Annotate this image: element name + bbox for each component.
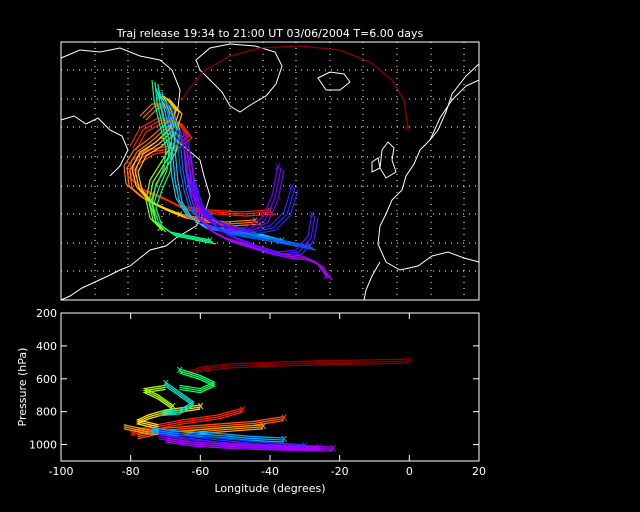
x-axis: -100 -80 -60 -40 -20 0 20 xyxy=(49,313,486,478)
series-line xyxy=(158,383,195,415)
land-scandinavia xyxy=(429,79,480,141)
y-tick-label: 600 xyxy=(36,373,57,386)
map-trajectory xyxy=(189,179,313,253)
series-line xyxy=(151,429,284,441)
land-iceland xyxy=(317,71,351,91)
map-release-x: x xyxy=(157,223,163,234)
land-north-america xyxy=(60,47,211,301)
x-tick-label: -100 xyxy=(49,465,74,478)
series-line xyxy=(142,388,173,410)
x-axis-label: Longitude (degrees) xyxy=(214,482,325,495)
series-release-marker: x xyxy=(169,399,176,412)
figure-title: Traj release 19:34 to 21:00 UT 03/06/200… xyxy=(116,27,424,40)
series-release-marker: x xyxy=(281,411,288,424)
pressure-frame xyxy=(60,312,480,462)
y-tick-label: 400 xyxy=(36,340,57,353)
series-line xyxy=(165,439,333,450)
map-release-x: x xyxy=(275,161,281,172)
map-release-x: x xyxy=(323,271,329,282)
map-release-x: x xyxy=(289,181,295,192)
land-europe xyxy=(377,63,480,271)
map-release-x: x xyxy=(309,209,315,220)
series-line xyxy=(186,360,410,375)
map-release-x: x xyxy=(177,209,183,220)
series-line xyxy=(165,441,333,452)
map-trajectory xyxy=(184,139,296,233)
series-release-marker: x xyxy=(260,419,267,432)
map-frame xyxy=(60,41,480,301)
land-ireland xyxy=(371,157,381,173)
y-axis-label: Pressure (hPa) xyxy=(16,348,29,427)
series-release-marker: x xyxy=(163,376,170,389)
series-release-marker: x xyxy=(406,353,413,366)
y-tick-label: 1000 xyxy=(29,439,57,452)
x-tick-label: -80 xyxy=(122,465,140,478)
map-trajectory xyxy=(192,181,316,255)
y-axis: 200 400 600 800 1000 xyxy=(29,307,479,452)
series-line xyxy=(158,434,319,447)
x-tick-label: -20 xyxy=(331,465,349,478)
map-release-x: x xyxy=(252,215,258,226)
series-line xyxy=(186,358,410,373)
map-trajectory xyxy=(195,183,319,257)
series-release-marker: x xyxy=(197,399,204,412)
series-line xyxy=(186,362,410,377)
series-release-marker: x xyxy=(281,432,288,445)
x-tick-label: 0 xyxy=(406,465,413,478)
land-outlines xyxy=(60,43,480,301)
series-line xyxy=(179,368,216,390)
series-line xyxy=(158,381,195,413)
x-tick-label: 20 xyxy=(472,465,486,478)
map-trajectory xyxy=(149,79,211,241)
series-line xyxy=(179,372,216,394)
series-release-marker: x xyxy=(176,363,183,376)
x-tick-label: -60 xyxy=(191,465,209,478)
map-gridlines xyxy=(61,42,479,300)
map-release-x: x xyxy=(307,241,313,252)
map-trajectory-upper xyxy=(181,45,409,129)
map-release-marker: x xyxy=(404,121,411,134)
series-line xyxy=(179,370,216,392)
map-trajectory xyxy=(137,99,187,219)
map-release-x: x xyxy=(267,205,273,216)
series-release-marker: x xyxy=(330,441,337,454)
series-line xyxy=(142,386,173,408)
y-tick-label: 200 xyxy=(36,307,57,320)
series-line xyxy=(158,385,195,417)
map-trajectory xyxy=(152,81,214,243)
map-trajectory xyxy=(181,137,293,231)
series-line xyxy=(165,437,333,448)
land-britain xyxy=(379,141,397,179)
map-trajectory xyxy=(183,149,327,277)
map-release-x: x xyxy=(207,235,213,246)
series-line xyxy=(151,427,284,439)
series-release-marker: x xyxy=(239,402,246,415)
land-greenland xyxy=(195,43,283,113)
land-north-america-coast xyxy=(60,115,129,177)
map-trajectory xyxy=(186,151,330,279)
map-trajectory xyxy=(155,83,217,245)
x-tick-label: -40 xyxy=(261,465,279,478)
series-line xyxy=(158,429,305,446)
map-trajectory xyxy=(189,153,333,281)
y-tick-label: 800 xyxy=(36,406,57,419)
land-africa xyxy=(363,261,381,301)
series-line xyxy=(135,404,201,426)
